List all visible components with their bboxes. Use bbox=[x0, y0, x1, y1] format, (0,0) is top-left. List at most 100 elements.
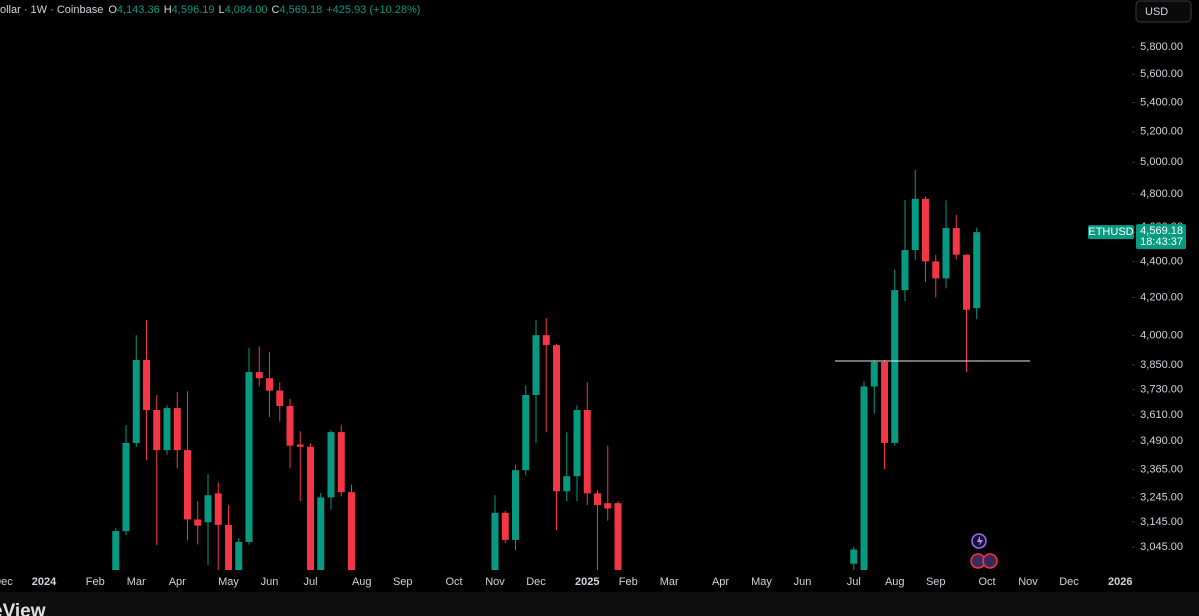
y-tick-label: 3,145.00 bbox=[1140, 516, 1183, 528]
candle-body bbox=[911, 198, 919, 251]
x-tick-label: Oct bbox=[445, 576, 462, 588]
x-tick-label: Aug bbox=[352, 576, 372, 588]
ohlc-key: C bbox=[271, 4, 279, 16]
candle-body bbox=[973, 232, 981, 309]
candle-body bbox=[614, 503, 622, 570]
candle-body bbox=[235, 541, 243, 570]
candle-body bbox=[286, 405, 294, 446]
x-tick-label: Mar bbox=[127, 576, 146, 588]
x-tick-label: Mar bbox=[660, 576, 679, 588]
y-tick-label: 4,200.00 bbox=[1140, 291, 1183, 303]
price-label: 4,569.18 bbox=[1140, 225, 1183, 237]
y-tick-label: 3,610.00 bbox=[1140, 409, 1183, 421]
candle-body bbox=[573, 410, 581, 477]
candle-body bbox=[143, 359, 150, 411]
x-tick-label: Nov bbox=[1018, 576, 1038, 588]
candle-body bbox=[163, 408, 171, 451]
x-tick-label: Jul bbox=[847, 576, 861, 588]
candle-body bbox=[512, 470, 519, 540]
x-tick-label: Dec bbox=[0, 576, 13, 588]
y-tick-label: 3,730.00 bbox=[1140, 383, 1183, 395]
legend-header: ollar · 1W · Coinbase O4,143.36 H4,596.19 L… bbox=[0, 4, 420, 16]
y-tick-label: 5,400.00 bbox=[1140, 96, 1183, 108]
symbol-label: ETHUSD bbox=[1088, 226, 1133, 238]
x-tick-label: Feb bbox=[619, 576, 638, 588]
candle-body bbox=[891, 290, 899, 443]
y-tick-label: 5,200.00 bbox=[1140, 126, 1183, 138]
x-tick-label: 2026 bbox=[1108, 576, 1132, 588]
price-badge bbox=[1136, 224, 1186, 250]
candle-body bbox=[327, 432, 335, 498]
ohlc-value: 4,596.19 bbox=[172, 4, 215, 16]
y-tick-label: 4,000.00 bbox=[1140, 329, 1183, 341]
candle-body bbox=[860, 386, 868, 570]
currency-label[interactable]: USD bbox=[1145, 6, 1168, 18]
countdown-label: 18:43:37 bbox=[1140, 236, 1183, 248]
candle-body bbox=[604, 503, 612, 509]
symbol-badge bbox=[1088, 225, 1134, 240]
candle-body bbox=[122, 442, 130, 532]
x-tick-label: Nov bbox=[485, 576, 505, 588]
candle-body bbox=[112, 531, 120, 570]
y-tick-label: 3,850.00 bbox=[1140, 359, 1183, 371]
y-tick-label: 3,490.00 bbox=[1140, 435, 1183, 447]
candle-body bbox=[522, 394, 530, 471]
candle-body bbox=[337, 432, 345, 493]
x-tick-label: Aug bbox=[885, 576, 905, 588]
candle-body bbox=[348, 492, 355, 570]
ohlc-value: 4,569.18 bbox=[279, 4, 322, 16]
y-tick-label: 3,045.00 bbox=[1140, 541, 1183, 553]
candle-body bbox=[132, 359, 140, 443]
x-tick-label: Sep bbox=[926, 576, 946, 588]
x-tick-label: 2024 bbox=[32, 576, 57, 588]
candle-body bbox=[901, 250, 909, 291]
candle-body bbox=[317, 497, 325, 570]
y-tick-label: 3,365.00 bbox=[1140, 463, 1183, 475]
y-tick-label: 4,800.00 bbox=[1140, 188, 1183, 200]
candle-body bbox=[952, 228, 960, 255]
candle-body bbox=[922, 198, 929, 262]
x-tick-label: Dec bbox=[526, 576, 546, 588]
candle-body bbox=[553, 345, 560, 492]
candle-body bbox=[881, 361, 888, 443]
ohlc-key: O bbox=[108, 4, 117, 16]
x-tick-label: May bbox=[218, 576, 239, 588]
y-tick-label: 5,600.00 bbox=[1140, 68, 1183, 80]
candle-body bbox=[542, 335, 550, 346]
candle-body bbox=[184, 450, 191, 520]
change: +425.93 (+10.28%) bbox=[326, 4, 420, 16]
candle-body bbox=[214, 493, 222, 525]
candle-body bbox=[307, 446, 314, 570]
symbol: ollar · 1W · Coinbase bbox=[0, 4, 103, 16]
candle-body bbox=[276, 390, 284, 406]
candle-body bbox=[532, 335, 540, 395]
event-icons bbox=[970, 533, 998, 569]
candle-body bbox=[225, 524, 232, 570]
y-tick-label: 5,000.00 bbox=[1140, 156, 1183, 168]
footer-logo: eView bbox=[0, 601, 46, 616]
x-tick-label: Feb bbox=[86, 576, 105, 588]
currency-button[interactable] bbox=[1135, 0, 1192, 23]
candle-body bbox=[594, 493, 601, 506]
x-tick-label: Sep bbox=[393, 576, 413, 588]
y-tick-label: 4,400.00 bbox=[1140, 255, 1183, 267]
candle-body bbox=[153, 410, 161, 451]
ohlc-value: 4,143.36 bbox=[117, 4, 160, 16]
candle-body bbox=[296, 444, 304, 447]
candle-body bbox=[563, 476, 571, 492]
ohlc-key: L bbox=[219, 4, 225, 16]
candle-body bbox=[850, 549, 858, 564]
ohlc-key: H bbox=[164, 4, 172, 16]
candle-body bbox=[870, 361, 878, 387]
footer-bar bbox=[0, 592, 1199, 616]
x-tick-label: Apr bbox=[169, 576, 186, 588]
x-tick-label: Dec bbox=[1059, 576, 1079, 588]
candle-body bbox=[194, 519, 202, 526]
x-tick-label: 2025 bbox=[575, 576, 599, 588]
candle-body bbox=[255, 372, 263, 379]
x-tick-label: Apr bbox=[712, 576, 729, 588]
x-tick-label: Jun bbox=[261, 576, 279, 588]
candle-body bbox=[204, 495, 212, 523]
